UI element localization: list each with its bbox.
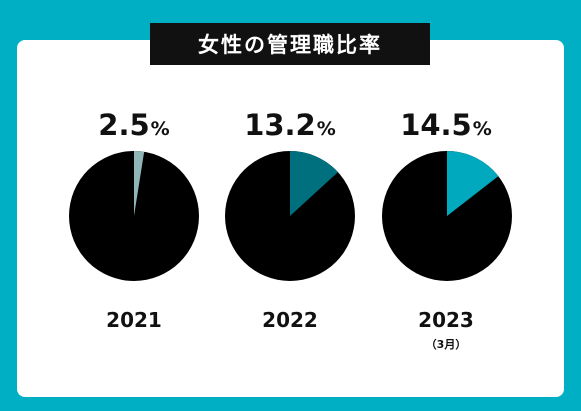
percent-label-2022: 13.2% [215, 108, 365, 142]
percent-label-2021: 2.5% [59, 108, 209, 142]
percent-value-2022: 13.2 [244, 108, 316, 142]
percent-value-2023: 14.5 [400, 108, 472, 142]
percent-unit-2021: % [150, 118, 170, 140]
pie-slice-2023 [447, 151, 499, 216]
year-label-2022: 2022 [262, 308, 318, 332]
year-label-2023: 2023 [418, 308, 474, 332]
percent-unit-2023: % [472, 118, 492, 140]
percent-unit-2022: % [316, 118, 336, 140]
percent-value-2021: 2.5 [98, 108, 150, 142]
pie-slice-2022 [290, 151, 338, 216]
pie-slice-2021 [134, 150, 145, 216]
year-sublabel-2023: （3月） [425, 338, 467, 351]
year-label-2021: 2021 [106, 308, 162, 332]
percent-label-2023: 14.5% [371, 108, 521, 142]
chart-title: 女性の管理職比率 [150, 23, 430, 65]
